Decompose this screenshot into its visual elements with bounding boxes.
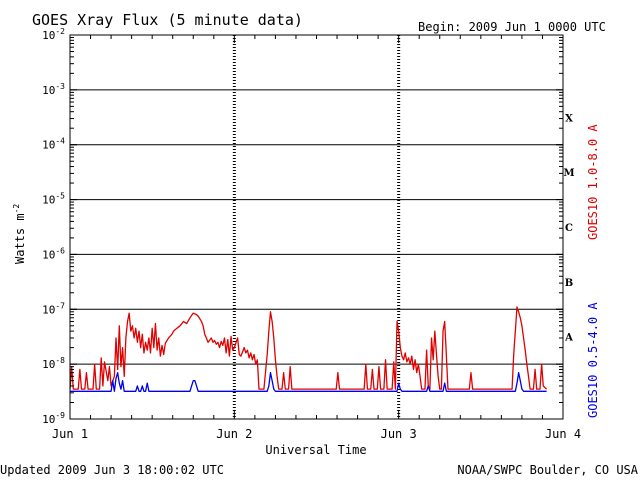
y-tick-labels: 10-910-810-710-610-510-410-310-2 [42, 27, 65, 426]
y-axis-label-base: Watts m [13, 213, 27, 264]
y-tick-label-base: 10 [42, 413, 55, 426]
data-series [69, 306, 548, 392]
x-tick-label: Jun 2 [216, 427, 252, 441]
flare-class-b: B [565, 278, 573, 289]
y-tick-label-exponent: -4 [55, 137, 65, 146]
y-tick-label: 10-3 [42, 82, 65, 97]
y-tick-label-base: 10 [42, 84, 55, 97]
grid-lines [70, 89, 563, 365]
y-axis-label-exponent: -2 [12, 204, 21, 214]
y-tick-label: 10-4 [42, 137, 65, 152]
y-tick-label-exponent: -6 [55, 246, 65, 255]
flare-class-labels: A B C M X [563, 113, 574, 343]
y-tick-label-exponent: -7 [55, 301, 65, 310]
flare-class-a: A [564, 333, 573, 344]
y-tick-label-base: 10 [42, 248, 55, 261]
credit-text: NOAA/SWPC Boulder, CO USA [457, 463, 638, 477]
flare-class-x: X [565, 113, 573, 124]
y-axis-label: Watts m-2 [12, 204, 27, 264]
x-tick-label: Jun 3 [381, 427, 417, 441]
day-separators [232, 35, 401, 419]
x-tick-label: Jun 1 [52, 427, 88, 441]
updated-time: Updated 2009 Jun 3 18:00:02 UTC [0, 463, 224, 477]
series-line-long-channel [69, 306, 548, 390]
y-tick-label: 10-7 [42, 301, 65, 316]
chart-title: GOES Xray Flux (5 minute data) [32, 11, 303, 29]
y-tick-label-exponent: -3 [55, 82, 65, 91]
y-tick-label: 10-9 [42, 411, 65, 426]
y-tick-label-exponent: -5 [55, 192, 65, 201]
y-tick-label-exponent: -2 [55, 27, 65, 36]
flare-class-c: C [565, 223, 573, 234]
begin-time: Begin: 2009 Jun 1 0000 UTC [418, 20, 606, 34]
legend-long-channel: GOES10 1.0-8.0 A [586, 124, 600, 240]
y-tick-label-exponent: -8 [55, 356, 65, 365]
series-line-short-channel [70, 371, 547, 392]
flare-class-m: M [563, 168, 574, 179]
axis-ticks [69, 34, 564, 420]
y-tick-label: 10-5 [42, 192, 65, 207]
x-tick-label: Jun 4 [545, 427, 581, 441]
y-tick-label-base: 10 [42, 29, 55, 42]
plot-frame [69, 34, 564, 420]
legend-short-channel: GOES10 0.5-4.0 A [586, 302, 600, 418]
x-axis-label: Universal Time [265, 443, 366, 457]
y-tick-label: 10-8 [42, 356, 65, 371]
y-tick-label-base: 10 [42, 303, 55, 316]
y-tick-label: 10-2 [42, 27, 65, 42]
y-tick-label-base: 10 [42, 139, 55, 152]
y-tick-label-exponent: -9 [55, 411, 65, 420]
y-tick-label: 10-6 [42, 246, 65, 261]
y-tick-label-base: 10 [42, 194, 55, 207]
x-tick-labels: Jun 1 Jun 2 Jun 3 Jun 4 [52, 427, 581, 441]
y-tick-label-base: 10 [42, 358, 55, 371]
